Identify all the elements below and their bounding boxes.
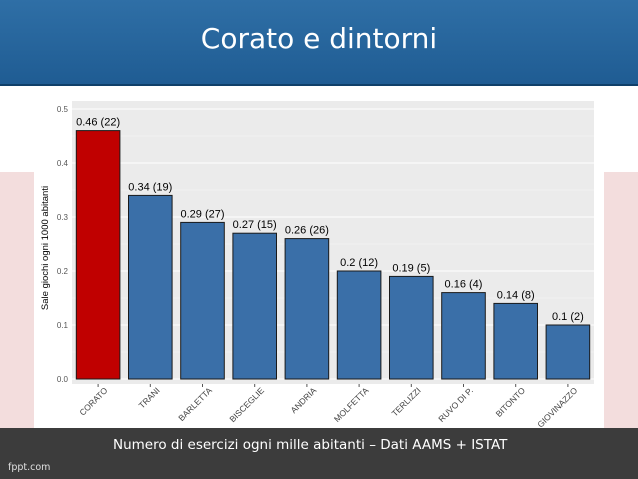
slide-footer: Numero di esercizi ogni mille abitanti –… [0, 428, 638, 479]
x-tick-label: ANDRIA [289, 385, 319, 415]
x-tick-label: MOLFETTA [332, 385, 371, 424]
x-tick-label: GIOVINAZZO [535, 385, 579, 427]
x-tick-label: RUVO DI P. [436, 385, 475, 424]
bar-molfetta [336, 270, 382, 380]
y-tick-label: 0.1 [57, 321, 69, 330]
data-label: 0.1 (2) [552, 311, 584, 323]
data-label: 0.29 (27) [180, 208, 224, 220]
footer-caption: Numero di esercizi ogni mille abitanti –… [113, 437, 508, 453]
data-label: 0.34 (19) [128, 181, 172, 193]
slide-header: Corato e dintorni [0, 0, 638, 86]
y-tick-label: 0.4 [57, 159, 69, 168]
data-label: 0.16 (4) [445, 279, 483, 291]
x-tick-label: BITONTO [494, 385, 528, 419]
data-label: 0.14 (8) [497, 289, 535, 301]
y-tick-label: 0.5 [57, 105, 69, 114]
slide-title: Corato e dintorni [200, 22, 438, 55]
bar-ruvo-di-p- [441, 292, 486, 380]
y-tick-label: 0.0 [57, 375, 69, 384]
bar-andria [284, 238, 330, 380]
data-label: 0.46 (22) [76, 117, 120, 129]
y-axis-title: Sale giochi ogni 1000 abitanti [40, 186, 51, 310]
bar-giovinazzo [545, 324, 591, 380]
x-tick-label: TERLIZZI [390, 385, 423, 418]
x-tick-label: TRANI [137, 385, 162, 410]
bar-chart: 0.0 0.1 0.2 0.3 0.4 0.5 Sale giochi ogni 1000 … [40, 101, 594, 427]
bar-barletta [180, 221, 225, 380]
data-label: 0.27 (15) [233, 219, 277, 231]
x-tick-label: BARLETTA [176, 385, 214, 423]
x-tick-label: BISCEGLIE [227, 385, 266, 424]
right-decor-band [604, 172, 638, 428]
y-tick-label: 0.3 [57, 213, 69, 222]
data-label: 0.19 (5) [392, 262, 430, 274]
y-tick-label: 0.2 [57, 267, 69, 276]
bar-terlizzi [389, 275, 434, 380]
watermark-logo: fppt.com [8, 462, 51, 473]
data-label: 0.26 (26) [285, 225, 329, 237]
bar-bitonto [493, 302, 538, 380]
bar-corato [75, 130, 121, 380]
bar-trani [128, 194, 173, 380]
left-decor-band [0, 172, 34, 428]
x-tick-label: CORATO [77, 385, 110, 418]
data-label: 0.2 (12) [340, 257, 378, 269]
bar-bisceglie [232, 232, 277, 380]
chart-area: 0.0 0.1 0.2 0.3 0.4 0.5 Sale giochi ogni 1000 … [34, 91, 604, 427]
